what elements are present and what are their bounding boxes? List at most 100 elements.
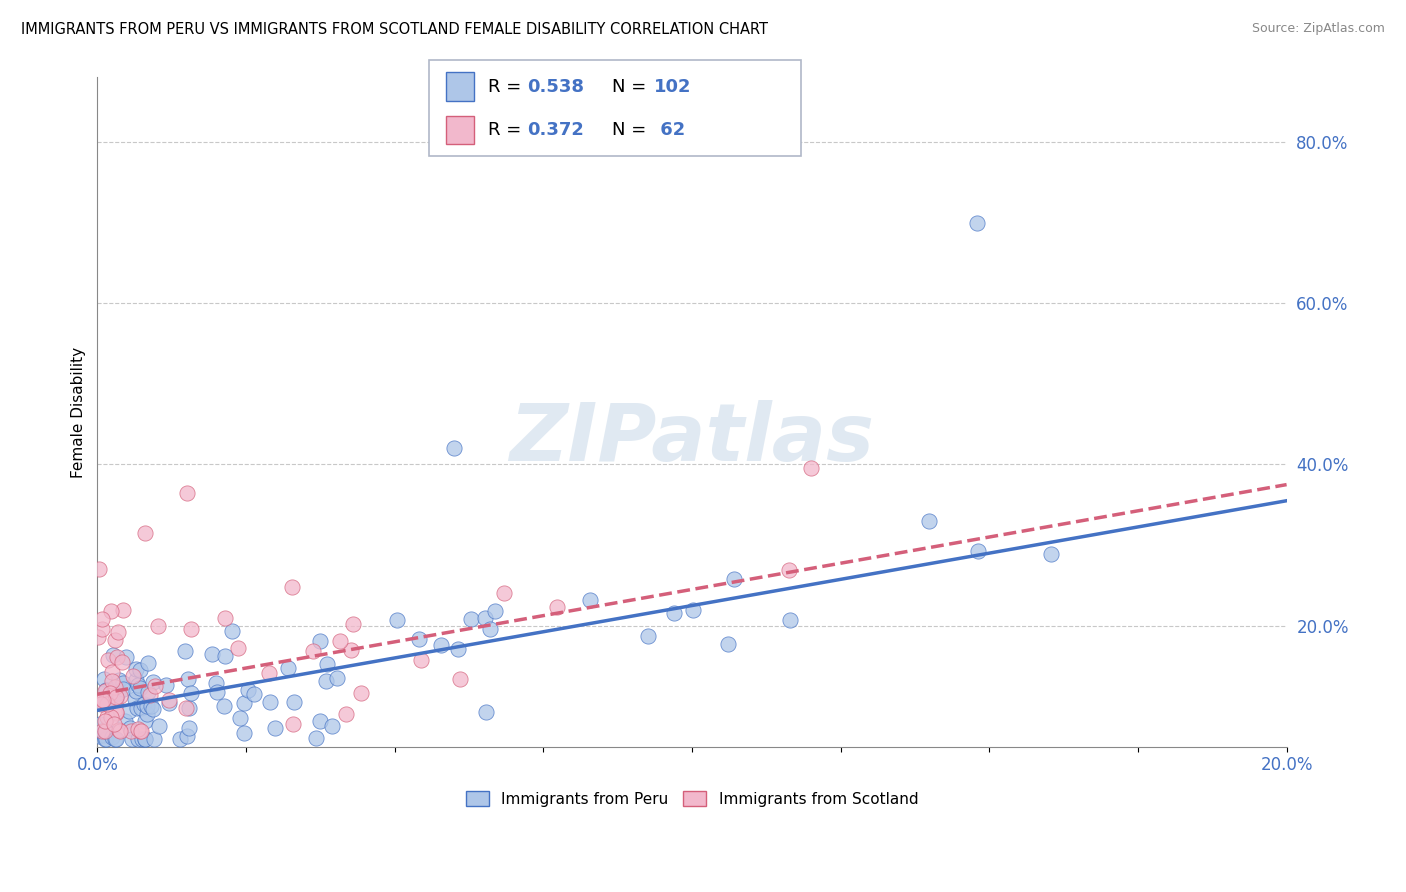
- Point: [93, 672, 115, 686]
- Point: [408, 632, 430, 646]
- Point: [155, 678, 177, 692]
- Point: [129, 681, 152, 695]
- Point: [139, 698, 162, 713]
- Point: [138, 688, 160, 702]
- Point: [134, 731, 156, 746]
- Point: [409, 653, 432, 667]
- Point: [966, 216, 988, 230]
- Point: [321, 719, 343, 733]
- Point: [637, 630, 659, 644]
- Text: N =: N =: [612, 78, 651, 95]
- Point: [127, 677, 149, 691]
- Point: [918, 514, 941, 528]
- Point: [104, 706, 127, 720]
- Point: [221, 624, 243, 638]
- Point: [93, 684, 115, 698]
- Point: [309, 633, 332, 648]
- Point: [89, 717, 111, 731]
- Legend: Immigrants from Peru, Immigrants from Scotland: Immigrants from Peru, Immigrants from Sc…: [460, 784, 924, 813]
- Point: [94, 723, 117, 738]
- Point: [214, 648, 236, 663]
- Point: [100, 665, 122, 680]
- Point: [93, 696, 115, 710]
- Point: [125, 673, 148, 687]
- Point: [111, 655, 134, 669]
- Point: [90, 697, 112, 711]
- Point: [478, 622, 501, 636]
- Point: [132, 698, 155, 712]
- Point: [177, 721, 200, 735]
- Point: [91, 692, 114, 706]
- Point: [103, 683, 125, 698]
- Point: [91, 622, 114, 636]
- Point: [157, 693, 180, 707]
- Point: [121, 669, 143, 683]
- Text: R =: R =: [488, 121, 527, 139]
- Point: [662, 606, 685, 620]
- Point: [111, 675, 134, 690]
- Point: [89, 729, 111, 743]
- Point: [546, 600, 568, 615]
- Point: [105, 705, 128, 719]
- Point: [93, 728, 115, 742]
- Point: [315, 673, 337, 688]
- Point: [173, 644, 195, 658]
- Point: [101, 648, 124, 663]
- Point: [108, 689, 131, 703]
- Point: [283, 717, 305, 731]
- Point: [100, 709, 122, 723]
- Point: [120, 723, 142, 738]
- Point: [96, 697, 118, 711]
- Point: [229, 711, 252, 725]
- Point: [134, 714, 156, 728]
- Point: [800, 461, 823, 475]
- Point: [100, 603, 122, 617]
- Point: [127, 731, 149, 746]
- Text: IMMIGRANTS FROM PERU VS IMMIGRANTS FROM SCOTLAND FEMALE DISABILITY CORRELATION C: IMMIGRANTS FROM PERU VS IMMIGRANTS FROM …: [21, 22, 768, 37]
- Point: [302, 644, 325, 658]
- Point: [129, 723, 152, 738]
- Point: [134, 526, 156, 541]
- Point: [91, 612, 114, 626]
- Point: [97, 653, 120, 667]
- Point: [447, 641, 470, 656]
- Point: [108, 723, 131, 738]
- Point: [264, 721, 287, 735]
- Point: [94, 683, 117, 698]
- Point: [107, 685, 129, 699]
- Point: [108, 673, 131, 688]
- Point: [127, 701, 149, 715]
- Point: [723, 572, 745, 586]
- Point: [96, 710, 118, 724]
- Point: [335, 707, 357, 722]
- Point: [101, 688, 124, 702]
- Point: [94, 724, 117, 739]
- Point: [484, 604, 506, 618]
- Point: [316, 657, 339, 671]
- Point: [131, 731, 153, 746]
- Point: [257, 665, 280, 680]
- Point: [114, 714, 136, 729]
- Point: [329, 634, 352, 648]
- Point: [100, 730, 122, 744]
- Point: [280, 580, 302, 594]
- Point: [174, 701, 197, 715]
- Point: [429, 638, 451, 652]
- Point: [232, 726, 254, 740]
- Point: [101, 673, 124, 688]
- Point: [201, 647, 224, 661]
- Point: [128, 663, 150, 677]
- Point: [104, 681, 127, 695]
- Y-axis label: Female Disability: Female Disability: [72, 346, 86, 477]
- Point: [94, 714, 117, 728]
- Point: [118, 722, 141, 736]
- Point: [277, 661, 299, 675]
- Point: [112, 681, 135, 696]
- Point: [283, 695, 305, 709]
- Point: [157, 696, 180, 710]
- Point: [90, 723, 112, 738]
- Point: [779, 613, 801, 627]
- Point: [579, 592, 602, 607]
- Text: ZIPatlas: ZIPatlas: [509, 400, 875, 478]
- Point: [339, 642, 361, 657]
